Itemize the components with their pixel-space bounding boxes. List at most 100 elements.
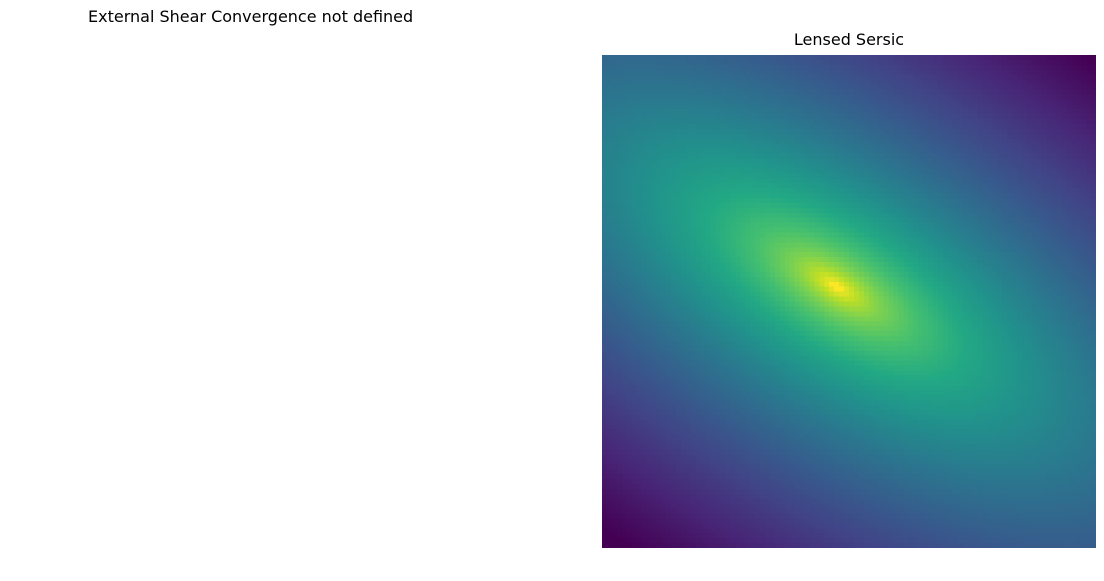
- heatmap-cell: [725, 158, 732, 165]
- heatmap-cell: [1002, 222, 1008, 229]
- heatmap-cell: [1086, 262, 1092, 268]
- heatmap-cell: [774, 276, 781, 283]
- heatmap-cell: [1002, 74, 1008, 81]
- heatmap-cell: [982, 178, 988, 184]
- heatmap-cell: [602, 55, 608, 61]
- heatmap-cell: [769, 79, 776, 86]
- heatmap-cell: [1091, 227, 1096, 234]
- heatmap-cell: [908, 153, 914, 160]
- heatmap-cell: [928, 257, 934, 263]
- heatmap-cell: [1031, 193, 1038, 199]
- heatmap-cell: [710, 59, 717, 66]
- heatmap-cell: [844, 271, 850, 278]
- heatmap-cell: [681, 114, 687, 120]
- heatmap-cell: [651, 128, 657, 135]
- heatmap-cell: [1036, 133, 1043, 140]
- heatmap-cell: [977, 114, 983, 120]
- heatmap-cell: [893, 153, 899, 160]
- heatmap-cell: [715, 104, 722, 110]
- heatmap-cell: [695, 69, 702, 76]
- heatmap-cell: [992, 99, 998, 105]
- heatmap-cell: [992, 79, 998, 86]
- heatmap-cell: [952, 89, 959, 96]
- heatmap-cell: [849, 262, 855, 268]
- heatmap-cell: [809, 222, 816, 229]
- heatmap-cell: [1076, 59, 1082, 66]
- heatmap-cell: [913, 55, 919, 61]
- heatmap-cell: [873, 247, 880, 253]
- heatmap-cell: [952, 266, 959, 273]
- heatmap-cell: [962, 271, 969, 278]
- heatmap-cell: [760, 133, 766, 140]
- heatmap-cell: [809, 89, 816, 96]
- heatmap-cell: [868, 119, 875, 125]
- heatmap-cell: [1012, 168, 1018, 174]
- heatmap-cell: [878, 227, 885, 234]
- heatmap-cell: [646, 286, 652, 293]
- heatmap-cell: [1002, 178, 1008, 184]
- heatmap-cell: [774, 237, 781, 243]
- heatmap-cell: [1002, 133, 1008, 140]
- heatmap-cell: [656, 247, 662, 253]
- heatmap-cell: [972, 286, 979, 293]
- heatmap-cell: [992, 59, 998, 66]
- heatmap-cell: [834, 99, 840, 105]
- heatmap-cell: [1002, 114, 1008, 120]
- heatmap-cell: [947, 168, 954, 174]
- heatmap-cell: [1081, 119, 1087, 125]
- heatmap-cell: [1051, 271, 1058, 278]
- heatmap-cell: [626, 262, 633, 268]
- heatmap-cell: [804, 124, 811, 130]
- heatmap-cell: [755, 296, 761, 303]
- heatmap-cell: [858, 94, 865, 100]
- heatmap-cell: [918, 281, 924, 288]
- heatmap-cell: [1046, 291, 1053, 298]
- heatmap-cell: [710, 262, 717, 268]
- heatmap-cell: [819, 276, 825, 283]
- heatmap-cell: [888, 271, 895, 278]
- heatmap-cell: [824, 193, 830, 199]
- heatmap-cell: [774, 153, 781, 160]
- heatmap-cell: [957, 183, 964, 189]
- heatmap-cell: [1026, 197, 1033, 204]
- heatmap-cell: [839, 55, 845, 61]
- heatmap-cell: [626, 109, 633, 115]
- heatmap-cell: [646, 183, 652, 189]
- heatmap-cell: [932, 168, 939, 174]
- heatmap-cell: [923, 291, 929, 298]
- heatmap-cell: [962, 94, 969, 100]
- heatmap-cell: [784, 237, 791, 243]
- heatmap-cell: [671, 262, 677, 268]
- heatmap-cell: [1081, 217, 1087, 224]
- heatmap-cell: [671, 89, 677, 96]
- heatmap-cell: [730, 124, 736, 130]
- heatmap-cell: [883, 266, 890, 273]
- heatmap-cell: [997, 262, 1003, 268]
- heatmap-cell: [784, 114, 791, 120]
- heatmap-cell: [1086, 109, 1092, 115]
- heatmap-cell: [1031, 217, 1038, 224]
- heatmap-cell: [868, 163, 875, 169]
- heatmap-cell: [932, 59, 939, 66]
- heatmap-cell: [809, 124, 816, 130]
- heatmap-cell: [681, 178, 687, 184]
- heatmap-cell: [715, 296, 722, 303]
- heatmap-cell: [730, 188, 736, 194]
- heatmap-cell: [1091, 133, 1096, 140]
- heatmap-cell: [873, 202, 880, 209]
- heatmap-cell: [839, 74, 845, 81]
- heatmap-cell: [1002, 173, 1008, 179]
- heatmap-cell: [740, 222, 746, 229]
- heatmap-cell: [1091, 109, 1096, 115]
- heatmap-cell: [824, 89, 830, 96]
- heatmap-cell: [661, 286, 667, 293]
- heatmap-cell: [967, 178, 974, 184]
- heatmap-cell: [631, 128, 638, 135]
- heatmap-cell: [1091, 193, 1096, 199]
- heatmap-cell: [1056, 64, 1063, 71]
- heatmap-cell: [789, 222, 796, 229]
- heatmap-cell: [903, 168, 909, 174]
- heatmap-cell: [1007, 163, 1013, 169]
- heatmap-cell: [853, 59, 860, 66]
- heatmap-cell: [715, 212, 722, 219]
